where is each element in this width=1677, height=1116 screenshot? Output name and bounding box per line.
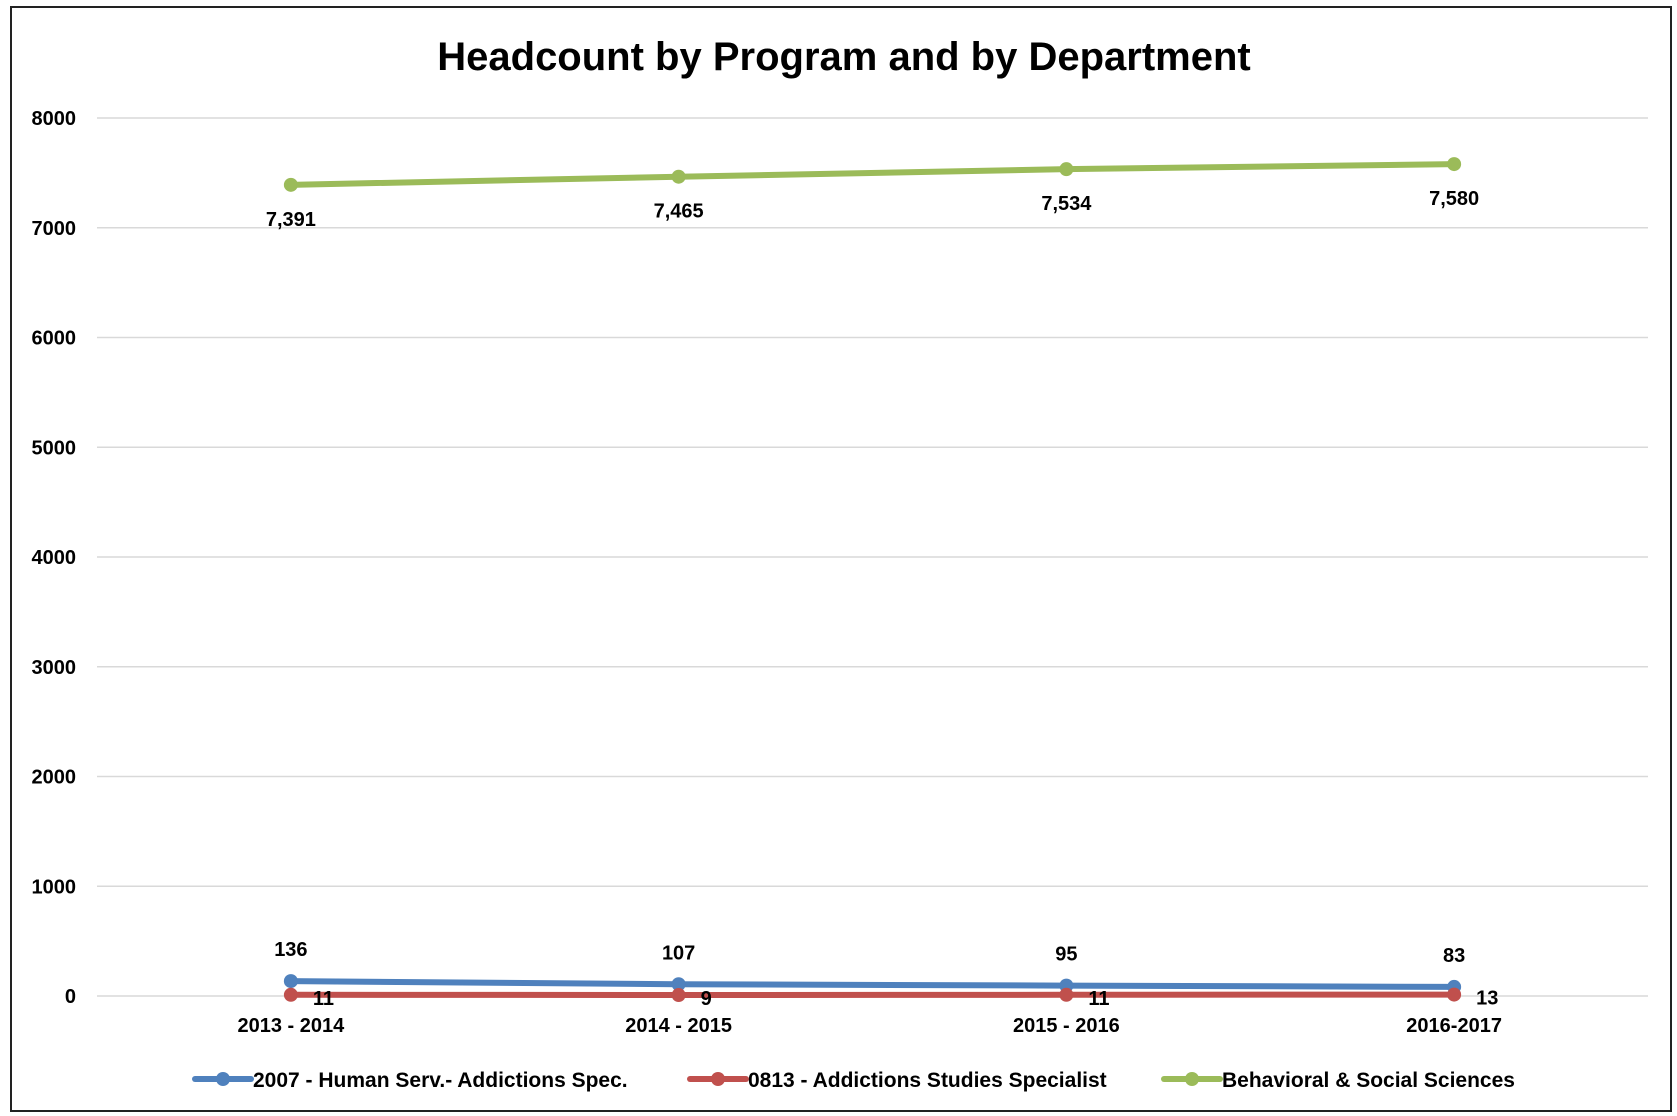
data-point [671,988,686,1003]
data-label: 9 [701,988,712,1010]
y-tick-label: 1000 [32,876,77,898]
data-point [283,974,298,989]
data-point [283,177,298,192]
y-tick-label: 7000 [32,218,77,240]
data-label: 107 [662,942,695,964]
y-tick-label: 4000 [32,547,77,569]
data-label: 95 [1055,944,1077,966]
legend-entry-label: 2007 - Human Serv.- Addictions Spec. [253,1069,628,1092]
data-point [1059,162,1074,177]
y-tick-label: 2000 [32,767,77,789]
data-label: 13 [1476,988,1498,1010]
data-point [283,987,298,1002]
series-line-2 [287,161,1458,188]
data-label: 7,534 [1041,193,1092,215]
x-tick-label: 2013 - 2014 [237,1015,345,1037]
y-axis: 0 1000 2000 3000 4000 5000 6000 7000 8000 [32,108,77,1008]
y-tick-label: 6000 [32,328,77,350]
chart-title: Headcount by Program and by Department [437,35,1250,79]
data-labels: 136 107 95 83 11 9 11 13 7,391 7,465 7,534 7,580 [266,188,1499,1010]
data-label: 83 [1443,945,1465,967]
legend-swatch-marker [1185,1072,1199,1086]
data-point [671,977,686,992]
x-tick-label: 2014 - 2015 [625,1015,732,1037]
y-tick-label: 3000 [32,657,77,679]
data-label: 7,580 [1429,188,1479,210]
y-tick-label: 5000 [32,437,77,459]
x-axis: 2013 - 2014 2014 - 2015 2015 - 2016 2016-20… [237,1015,1501,1037]
x-tick-label: 2016-2017 [1406,1015,1502,1037]
legend-swatch-marker [216,1072,230,1086]
data-label: 136 [274,939,307,961]
data-label: 7,465 [654,201,704,223]
series-line-0 [287,978,1458,990]
y-tick-label: 0 [65,986,76,1008]
legend-entry-label: Behavioral & Social Sciences [1222,1069,1515,1092]
series-group [283,157,1462,1003]
data-point [671,169,686,184]
x-tick-label: 2015 - 2016 [1013,1015,1120,1037]
data-label: 11 [313,988,334,1010]
legend-entry-label: 0813 - Addictions Studies Specialist [748,1069,1107,1092]
legend: 2007 - Human Serv.- Addictions Spec. 0813… [192,1069,1515,1092]
legend-swatch-marker [711,1072,725,1086]
data-label: 7,391 [266,209,316,231]
data-point [1447,987,1462,1002]
gridlines [97,117,1648,997]
data-point [1447,157,1462,172]
data-point [1059,987,1074,1002]
y-tick-label: 8000 [32,108,77,130]
data-label: 11 [1088,988,1109,1010]
